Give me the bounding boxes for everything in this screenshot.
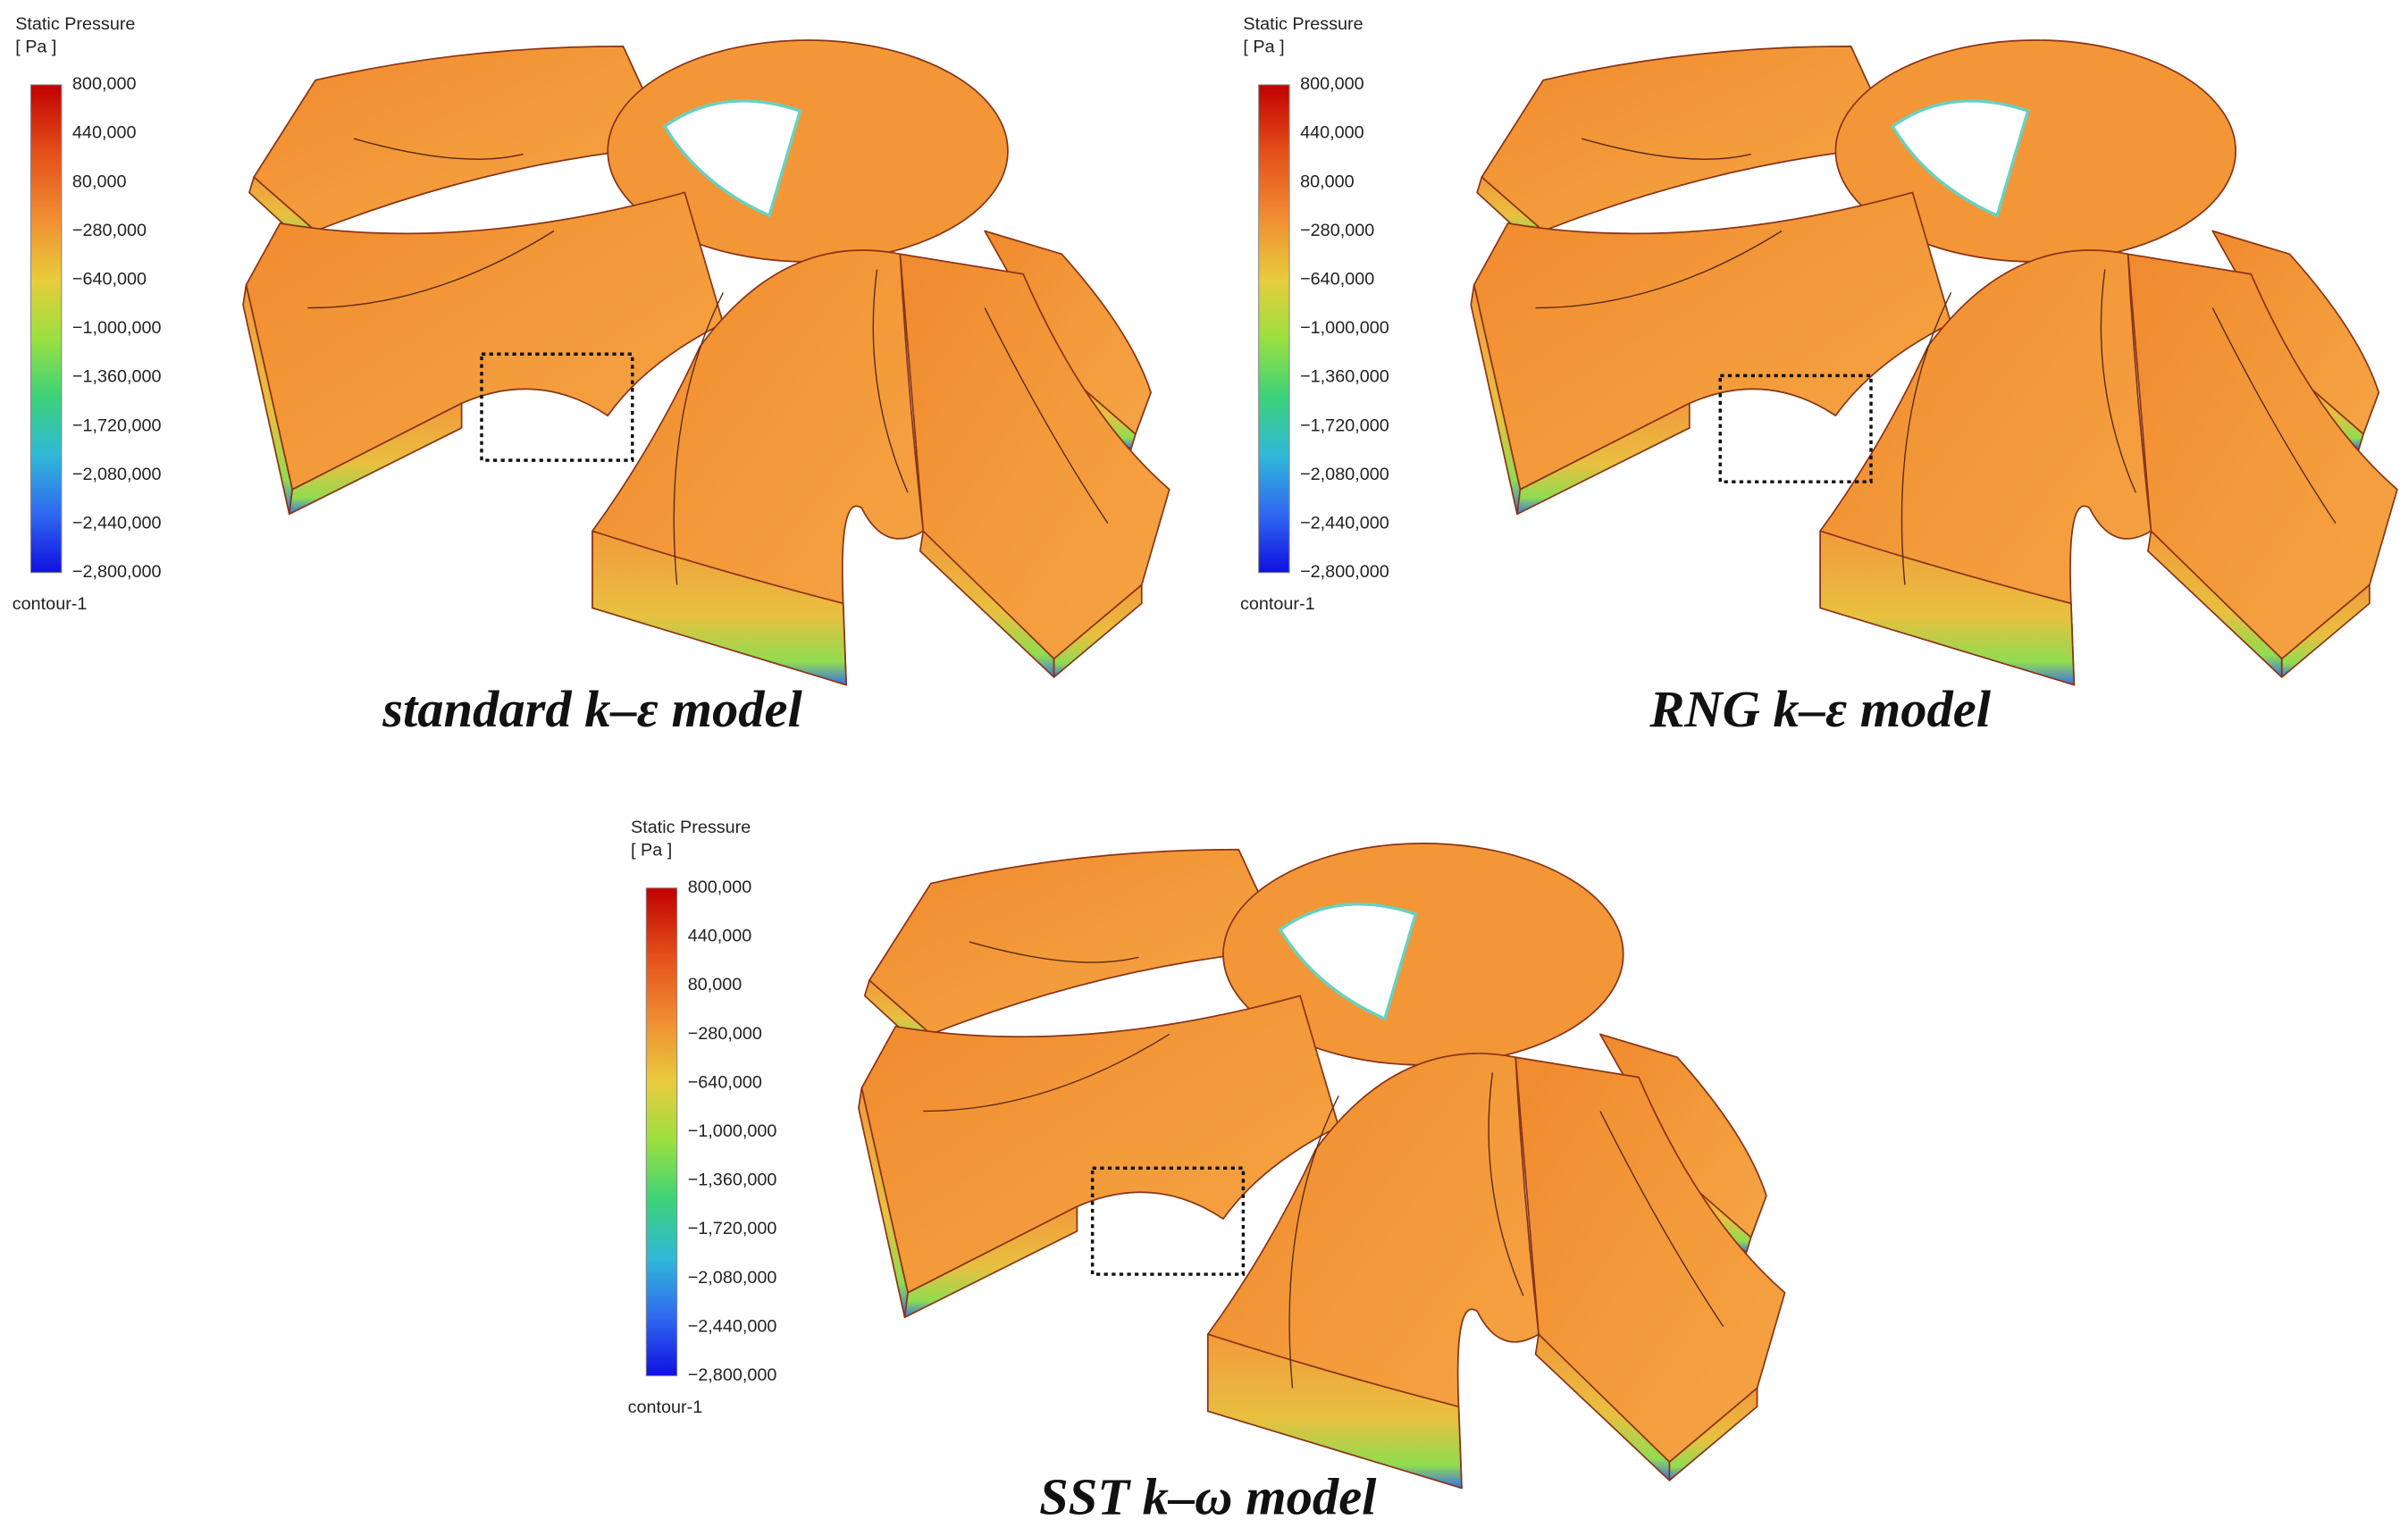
legend-title: Static Pressure — [631, 818, 751, 837]
colorbar-tick-label: −2,440,000 — [688, 1316, 777, 1336]
colorbar-tick-label: −1,000,000 — [72, 318, 162, 338]
colorbar-tick-label: −1,720,000 — [688, 1219, 777, 1238]
colorbar-tick-label: 440,000 — [72, 123, 137, 143]
colorbar-tick-label: 440,000 — [1300, 123, 1364, 143]
blade-side — [903, 1205, 1078, 1319]
surface-line — [1488, 1072, 1524, 1297]
blade-side — [1206, 1333, 1463, 1490]
blade-side — [592, 530, 847, 686]
surface-line — [307, 230, 555, 309]
impeller — [858, 843, 1786, 1490]
surface-line — [1900, 292, 1952, 585]
surface-line — [984, 307, 1109, 525]
colorbar-tick-label: 440,000 — [688, 927, 752, 946]
legend-name: contour-1 — [628, 1398, 703, 1417]
legend-title: Static Pressure — [1243, 14, 1363, 34]
colorbar-tick-label: −280,000 — [688, 1024, 762, 1044]
colorbar-tick-label: −1,360,000 — [1300, 367, 1389, 387]
impeller — [242, 39, 1170, 686]
surface-line — [2100, 269, 2136, 493]
colorbar-tick-label: −1,000,000 — [1300, 318, 1389, 338]
hub-hole — [1278, 902, 1418, 1021]
colorbar-tick-label: −1,720,000 — [1300, 415, 1389, 435]
colorbar-tick-label: −2,800,000 — [72, 562, 162, 582]
surface-line — [923, 1033, 1170, 1112]
surface-line — [673, 292, 724, 585]
colorbar-tick-label: −280,000 — [72, 221, 147, 240]
colorbar-tick-label: −2,800,000 — [688, 1365, 777, 1385]
colorbar-tick-label: −1,720,000 — [72, 415, 162, 435]
colorbar-tick-label: −1,360,000 — [688, 1171, 777, 1190]
colorbar — [645, 887, 678, 1377]
colorbar-tick-label: 800,000 — [72, 74, 137, 94]
blade — [245, 191, 725, 491]
colorbar-tick-label: −640,000 — [688, 1072, 762, 1092]
blade-side — [1516, 402, 1691, 516]
colorbar-tick-label: 80,000 — [688, 975, 743, 995]
colorbar-tick-label: 80,000 — [72, 172, 127, 191]
blade-side — [1819, 530, 2076, 686]
legend-title: Static Pressure — [15, 14, 135, 34]
colorbar-tick-label: −1,360,000 — [72, 367, 162, 387]
colorbar-tick-label: −2,440,000 — [1300, 513, 1389, 533]
colorbar-tick-label: −2,080,000 — [72, 465, 162, 484]
colorbar — [1258, 84, 1290, 574]
surface-line — [1288, 1095, 1339, 1389]
surface-line — [1599, 1111, 1724, 1327]
caption: RNG k–ε model — [1649, 680, 1991, 738]
colorbar-tick-label: −2,080,000 — [1300, 465, 1389, 484]
colorbar-tick-label: −640,000 — [72, 270, 147, 290]
colorbar — [29, 84, 63, 574]
surface-line — [969, 941, 1139, 963]
surface-line — [1582, 138, 1751, 160]
legend-name: contour-1 — [13, 594, 88, 614]
highlight-box — [1718, 374, 1873, 483]
blade-side — [2280, 583, 2370, 678]
blade — [1472, 191, 1952, 491]
blade-side — [1053, 583, 1143, 678]
blade — [253, 45, 670, 232]
surface-line — [1535, 230, 1783, 309]
legend-name: contour-1 — [1240, 594, 1315, 614]
highlight-box — [1090, 1166, 1246, 1276]
hub-hole — [1890, 99, 2030, 218]
surface-line — [353, 138, 524, 160]
blade-side — [1668, 1387, 1758, 1481]
colorbar-tick-label: 800,000 — [688, 877, 752, 897]
colorbar-tick-label: −640,000 — [1300, 270, 1374, 290]
colorbar-tick-label: −280,000 — [1300, 221, 1374, 240]
caption: SST k–ω model — [1039, 1468, 1377, 1526]
surface-line — [2211, 307, 2337, 525]
blade-side — [288, 402, 463, 516]
surface-line — [872, 269, 909, 493]
blade — [1481, 45, 1899, 232]
colorbar-tick-label: −1,000,000 — [688, 1121, 777, 1141]
impeller — [1470, 39, 2398, 686]
panel: Static Pressure [ Pa ] 800,000 440,000 80,00… — [13, 14, 1170, 738]
colorbar-tick-label: −2,440,000 — [72, 513, 162, 533]
panel: Static Pressure [ Pa ] 800,000 440,000 80,00… — [628, 818, 1786, 1526]
panel: Static Pressure [ Pa ] 800,000 440,000 80,00… — [1240, 14, 2398, 738]
blade — [860, 995, 1340, 1294]
legend-unit: [ Pa ] — [631, 841, 672, 860]
highlight-box — [480, 352, 634, 462]
hub-hole — [662, 99, 802, 218]
colorbar-tick-label: 80,000 — [1300, 172, 1355, 191]
caption: standard k–ε model — [382, 680, 802, 738]
blade — [868, 848, 1286, 1036]
colorbar-tick-label: 800,000 — [1300, 74, 1364, 94]
legend-unit: [ Pa ] — [1243, 38, 1284, 57]
colorbar-tick-label: −2,800,000 — [1300, 562, 1389, 582]
colorbar-tick-label: −2,080,000 — [688, 1268, 777, 1288]
legend-unit: [ Pa ] — [15, 38, 56, 57]
